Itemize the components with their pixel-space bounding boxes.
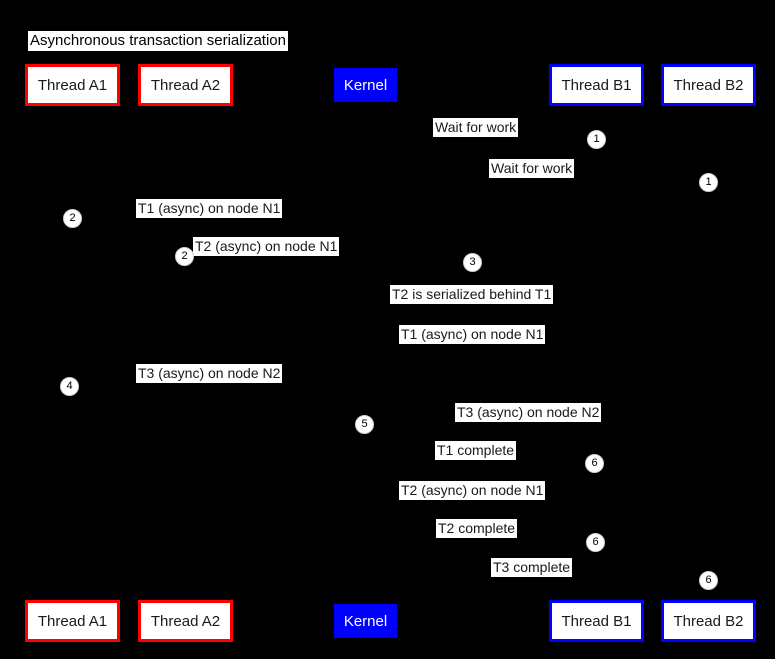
participant-label: Thread A1: [37, 612, 108, 630]
message-arrow-m5: [365, 303, 366, 304]
step-badge-s2: 1: [699, 173, 718, 192]
participant-a2-b[interactable]: Thread A2: [138, 600, 233, 642]
message-label-m10: T2 (async) on node N1: [399, 481, 546, 500]
lifeline-b2: [708, 106, 709, 600]
message-label-m9: T1 complete: [435, 441, 517, 460]
participant-label: Kernel: [343, 612, 388, 630]
message-label-m1: Wait for work: [433, 118, 519, 137]
participant-a1-b[interactable]: Thread A1: [25, 600, 120, 642]
participant-label: Thread B2: [673, 76, 744, 94]
participant-label: Thread B1: [561, 76, 632, 94]
step-badge-s3: 2: [63, 209, 82, 228]
message-label-m5: T2 is serialized behind T1: [390, 285, 554, 304]
participant-b1-b[interactable]: Thread B1: [549, 600, 644, 642]
message-label-m4: T2 (async) on node N1: [193, 237, 340, 256]
step-badge-s7: 5: [355, 415, 374, 434]
message-label-m3: T1 (async) on node N1: [136, 199, 283, 218]
message-label-m8: T3 (async) on node N2: [455, 403, 602, 422]
step-badge-s4: 2: [175, 247, 194, 266]
participant-kernel[interactable]: Kernel: [334, 68, 397, 102]
diagram-title: Asynchronous transaction serialization: [28, 31, 288, 51]
message-label-m2: Wait for work: [489, 159, 575, 178]
lifeline-a2: [185, 106, 186, 600]
participant-label: Thread B2: [673, 612, 744, 630]
message-label-m12: T3 complete: [491, 558, 573, 577]
participant-label: Thread B1: [561, 612, 632, 630]
participant-label: Kernel: [343, 76, 388, 94]
participant-a2[interactable]: Thread A2: [138, 64, 233, 106]
message-label-m7: T3 (async) on node N2: [136, 364, 283, 383]
participant-a1[interactable]: Thread A1: [25, 64, 120, 106]
step-badge-s1: 1: [587, 130, 606, 149]
participant-label: Thread A1: [37, 76, 108, 94]
participant-kernel-b[interactable]: Kernel: [334, 604, 397, 638]
step-badge-s10: 6: [699, 571, 718, 590]
message-label-m11: T2 complete: [436, 519, 518, 538]
step-badge-s5: 3: [463, 253, 482, 272]
participant-b2-b[interactable]: Thread B2: [661, 600, 756, 642]
lifeline-a1: [72, 106, 73, 600]
participant-b2[interactable]: Thread B2: [661, 64, 756, 106]
participant-label: Thread A2: [150, 76, 221, 94]
message-label-m6: T1 (async) on node N1: [399, 325, 546, 344]
step-badge-s8: 6: [585, 454, 604, 473]
step-badge-s9: 6: [586, 533, 605, 552]
lifeline-kernel: [365, 102, 366, 604]
participant-b1[interactable]: Thread B1: [549, 64, 644, 106]
step-badge-s6: 4: [60, 377, 79, 396]
participant-label: Thread A2: [150, 612, 221, 630]
lifeline-b1: [596, 106, 597, 600]
